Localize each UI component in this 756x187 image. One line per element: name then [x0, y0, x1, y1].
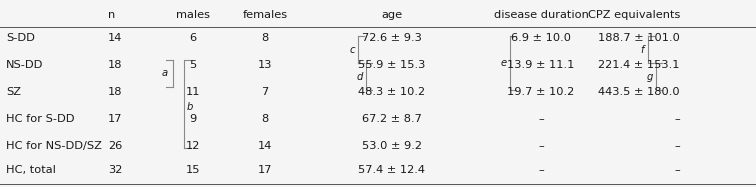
- Text: 14: 14: [258, 141, 272, 151]
- Text: b: b: [187, 102, 194, 112]
- Text: 13.9 ± 11.1: 13.9 ± 11.1: [507, 60, 575, 70]
- Text: disease duration: disease duration: [494, 10, 588, 20]
- Text: 8: 8: [262, 33, 268, 43]
- Text: –: –: [538, 141, 544, 151]
- Text: d: d: [357, 72, 363, 82]
- Text: a: a: [162, 68, 168, 78]
- Text: S-DD: S-DD: [6, 33, 35, 43]
- Text: 17: 17: [258, 165, 272, 175]
- Text: n: n: [108, 10, 115, 20]
- Text: 72.6 ± 9.3: 72.6 ± 9.3: [362, 33, 422, 43]
- Text: males: males: [176, 10, 210, 20]
- Text: –: –: [674, 141, 680, 151]
- Text: 14: 14: [108, 33, 122, 43]
- Text: 5: 5: [189, 60, 197, 70]
- Text: 67.2 ± 8.7: 67.2 ± 8.7: [362, 114, 422, 124]
- Text: 188.7 ± 101.0: 188.7 ± 101.0: [598, 33, 680, 43]
- Text: 18: 18: [108, 87, 122, 97]
- Text: NS-DD: NS-DD: [6, 60, 43, 70]
- Text: 26: 26: [108, 141, 122, 151]
- Text: 17: 17: [108, 114, 122, 124]
- Text: HC for S-DD: HC for S-DD: [6, 114, 75, 124]
- Text: CPZ equivalents: CPZ equivalents: [587, 10, 680, 20]
- Text: 57.4 ± 12.4: 57.4 ± 12.4: [358, 165, 426, 175]
- Text: SZ: SZ: [6, 87, 21, 97]
- Text: 6.9 ± 10.0: 6.9 ± 10.0: [511, 33, 571, 43]
- Text: HC for NS-DD/SZ: HC for NS-DD/SZ: [6, 141, 102, 151]
- Text: HC, total: HC, total: [6, 165, 56, 175]
- Text: 8: 8: [262, 114, 268, 124]
- Text: 32: 32: [108, 165, 122, 175]
- Text: c: c: [349, 45, 355, 55]
- Text: 221.4 ± 153.1: 221.4 ± 153.1: [599, 60, 680, 70]
- Text: f: f: [640, 45, 644, 55]
- Text: e: e: [501, 58, 507, 68]
- Text: g: g: [647, 72, 653, 82]
- Text: 48.3 ± 10.2: 48.3 ± 10.2: [358, 87, 426, 97]
- Text: –: –: [674, 114, 680, 124]
- Text: 7: 7: [262, 87, 268, 97]
- Text: 55.9 ± 15.3: 55.9 ± 15.3: [358, 60, 426, 70]
- Text: 13: 13: [258, 60, 272, 70]
- Text: 443.5 ± 180.0: 443.5 ± 180.0: [599, 87, 680, 97]
- Text: 9: 9: [189, 114, 197, 124]
- Text: females: females: [243, 10, 287, 20]
- Text: –: –: [538, 165, 544, 175]
- Text: 53.0 ± 9.2: 53.0 ± 9.2: [362, 141, 422, 151]
- Text: 11: 11: [186, 87, 200, 97]
- Text: 19.7 ± 10.2: 19.7 ± 10.2: [507, 87, 575, 97]
- Text: age: age: [382, 10, 402, 20]
- Text: –: –: [674, 165, 680, 175]
- Text: –: –: [538, 114, 544, 124]
- Text: 18: 18: [108, 60, 122, 70]
- Text: 12: 12: [186, 141, 200, 151]
- Text: 6: 6: [190, 33, 197, 43]
- Text: 15: 15: [186, 165, 200, 175]
